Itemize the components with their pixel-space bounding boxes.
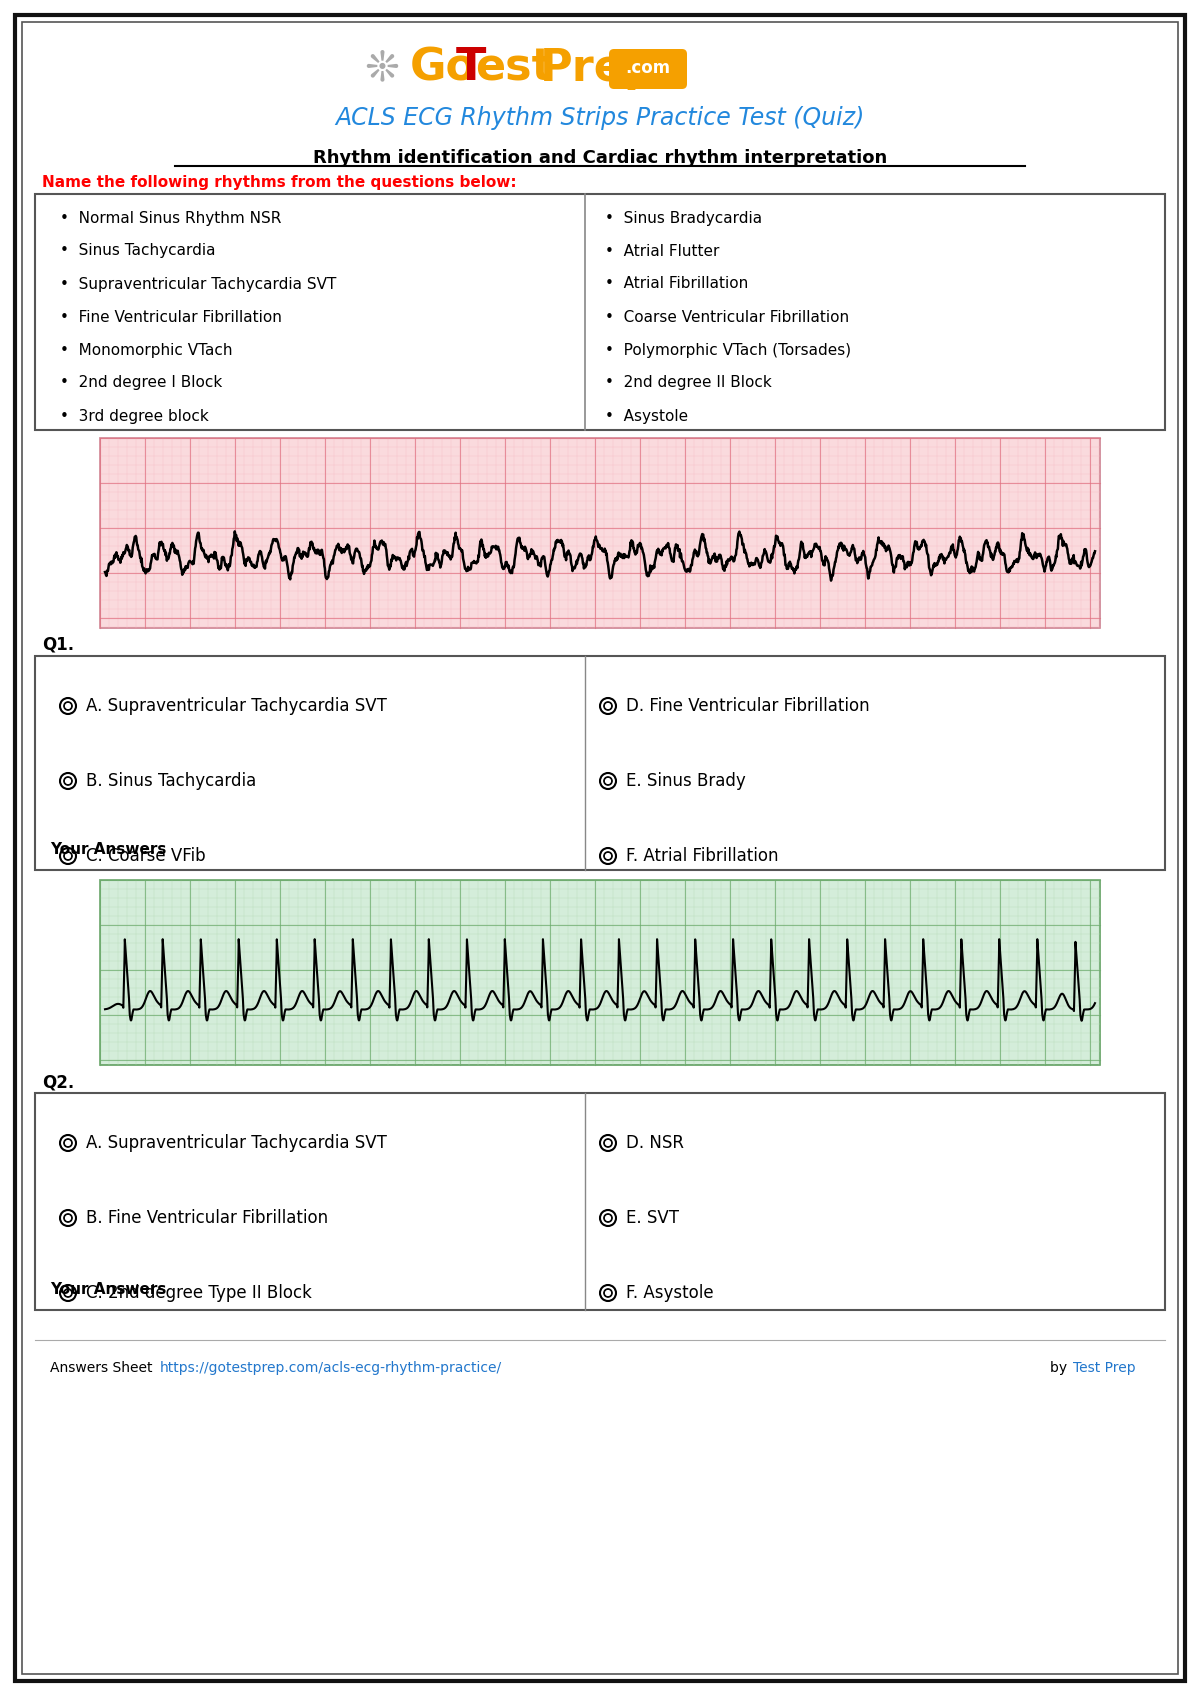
Text: Name the following rhythms from the questions below:: Name the following rhythms from the ques…	[42, 175, 517, 190]
Text: •  Coarse Ventricular Fibrillation: • Coarse Ventricular Fibrillation	[605, 309, 850, 324]
Text: •  Monomorphic VTach: • Monomorphic VTach	[60, 343, 233, 358]
Circle shape	[66, 853, 71, 858]
Text: Q1.: Q1.	[42, 636, 74, 655]
Text: F. Atrial Fibrillation: F. Atrial Fibrillation	[626, 846, 779, 865]
Circle shape	[66, 1216, 71, 1221]
Circle shape	[604, 1138, 612, 1146]
Text: Go: Go	[410, 46, 478, 90]
Circle shape	[64, 851, 72, 860]
Bar	[100, 880, 1100, 1065]
Circle shape	[604, 1289, 612, 1297]
Text: Q2.: Q2.	[42, 1074, 74, 1091]
Text: Rhythm identification and Cardiac rhythm interpretation: Rhythm identification and Cardiac rhythm…	[313, 149, 887, 166]
Circle shape	[606, 1291, 611, 1296]
Text: •  Fine Ventricular Fibrillation: • Fine Ventricular Fibrillation	[60, 309, 282, 324]
Circle shape	[606, 778, 611, 784]
Circle shape	[604, 1214, 612, 1223]
Text: T: T	[456, 46, 486, 90]
Circle shape	[64, 777, 72, 785]
Circle shape	[66, 704, 71, 709]
Text: D. NSR: D. NSR	[626, 1135, 684, 1152]
Bar	[100, 438, 1100, 628]
Text: •  2nd degree II Block: • 2nd degree II Block	[605, 375, 772, 390]
Text: ❊: ❊	[365, 47, 400, 88]
FancyBboxPatch shape	[610, 49, 686, 88]
Text: •  Atrial Flutter: • Atrial Flutter	[605, 244, 719, 258]
Text: •  Asystole: • Asystole	[605, 409, 688, 424]
Text: A. Supraventricular Tachycardia SVT: A. Supraventricular Tachycardia SVT	[86, 697, 386, 716]
Circle shape	[604, 777, 612, 785]
Text: D. Fine Ventricular Fibrillation: D. Fine Ventricular Fibrillation	[626, 697, 870, 716]
Text: C. Coarse VFib: C. Coarse VFib	[86, 846, 205, 865]
Circle shape	[606, 853, 611, 858]
Text: •  2nd degree I Block: • 2nd degree I Block	[60, 375, 222, 390]
Text: ACLS ECG Rhythm Strips Practice Test (Quiz): ACLS ECG Rhythm Strips Practice Test (Qu…	[335, 105, 865, 131]
Circle shape	[64, 1138, 72, 1146]
Circle shape	[604, 702, 612, 711]
Circle shape	[66, 778, 71, 784]
Text: C. 2nd degree Type II Block: C. 2nd degree Type II Block	[86, 1284, 312, 1303]
Circle shape	[606, 704, 611, 709]
Text: https://gotestprep.com/acls-ecg-rhythm-practice/: https://gotestprep.com/acls-ecg-rhythm-p…	[160, 1360, 502, 1375]
Text: Your Answers: Your Answers	[50, 1282, 167, 1297]
Circle shape	[606, 1141, 611, 1145]
Bar	[100, 880, 1100, 1065]
Circle shape	[64, 1214, 72, 1223]
Text: E. Sinus Brady: E. Sinus Brady	[626, 772, 745, 790]
Circle shape	[66, 1291, 71, 1296]
Text: F. Asystole: F. Asystole	[626, 1284, 714, 1303]
Text: est: est	[475, 46, 553, 90]
Text: by: by	[1050, 1360, 1072, 1375]
Bar	[35, 1092, 1165, 1309]
Bar	[35, 656, 1165, 870]
Text: •  3rd degree block: • 3rd degree block	[60, 409, 209, 424]
Text: •  Sinus Bradycardia: • Sinus Bradycardia	[605, 210, 762, 226]
Text: •  Sinus Tachycardia: • Sinus Tachycardia	[60, 244, 216, 258]
Text: •  Polymorphic VTach (Torsades): • Polymorphic VTach (Torsades)	[605, 343, 851, 358]
Text: Your Answers: Your Answers	[50, 843, 167, 858]
Circle shape	[64, 1289, 72, 1297]
Text: A. Supraventricular Tachycardia SVT: A. Supraventricular Tachycardia SVT	[86, 1135, 386, 1152]
Text: B. Fine Ventricular Fibrillation: B. Fine Ventricular Fibrillation	[86, 1209, 328, 1226]
Circle shape	[66, 1141, 71, 1145]
Circle shape	[606, 1216, 611, 1221]
Text: Test Prep: Test Prep	[1073, 1360, 1135, 1375]
Text: .com: .com	[625, 59, 671, 76]
Bar	[35, 193, 1165, 431]
Text: Prep: Prep	[540, 46, 656, 90]
Text: •  Normal Sinus Rhythm NSR: • Normal Sinus Rhythm NSR	[60, 210, 281, 226]
Circle shape	[64, 702, 72, 711]
Circle shape	[604, 851, 612, 860]
Text: B. Sinus Tachycardia: B. Sinus Tachycardia	[86, 772, 257, 790]
Text: •  Atrial Fibrillation: • Atrial Fibrillation	[605, 276, 749, 292]
Text: Answers Sheet: Answers Sheet	[50, 1360, 157, 1375]
Bar	[100, 438, 1100, 628]
Text: E. SVT: E. SVT	[626, 1209, 679, 1226]
Text: •  Supraventricular Tachycardia SVT: • Supraventricular Tachycardia SVT	[60, 276, 336, 292]
